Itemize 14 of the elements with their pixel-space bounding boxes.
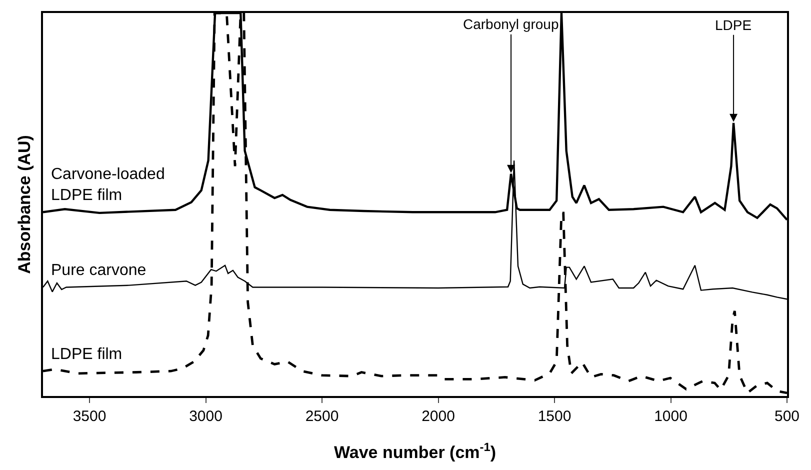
x-tick-label: 1500 [538, 408, 572, 425]
annotation: LDPE [715, 17, 752, 33]
x-tick-label: 500 [774, 408, 800, 425]
x-tick-label: 1000 [654, 408, 688, 425]
series-label: LDPE film [51, 346, 122, 363]
series-label: Pure carvone [51, 262, 146, 279]
annotation: Carbonyl group [463, 16, 559, 32]
x-tick-label: 2000 [422, 408, 455, 425]
x-axis-title: Wave number (cm$^{-1}$) [334, 440, 496, 462]
y-axis-title: Absorbance (AU) [15, 135, 34, 274]
series-label: Carvone-loaded LDPE film [51, 166, 165, 204]
x-tick-label: 2500 [305, 408, 339, 425]
x-tick-label: 3500 [72, 408, 106, 425]
x-tick-label: 3000 [189, 408, 222, 425]
